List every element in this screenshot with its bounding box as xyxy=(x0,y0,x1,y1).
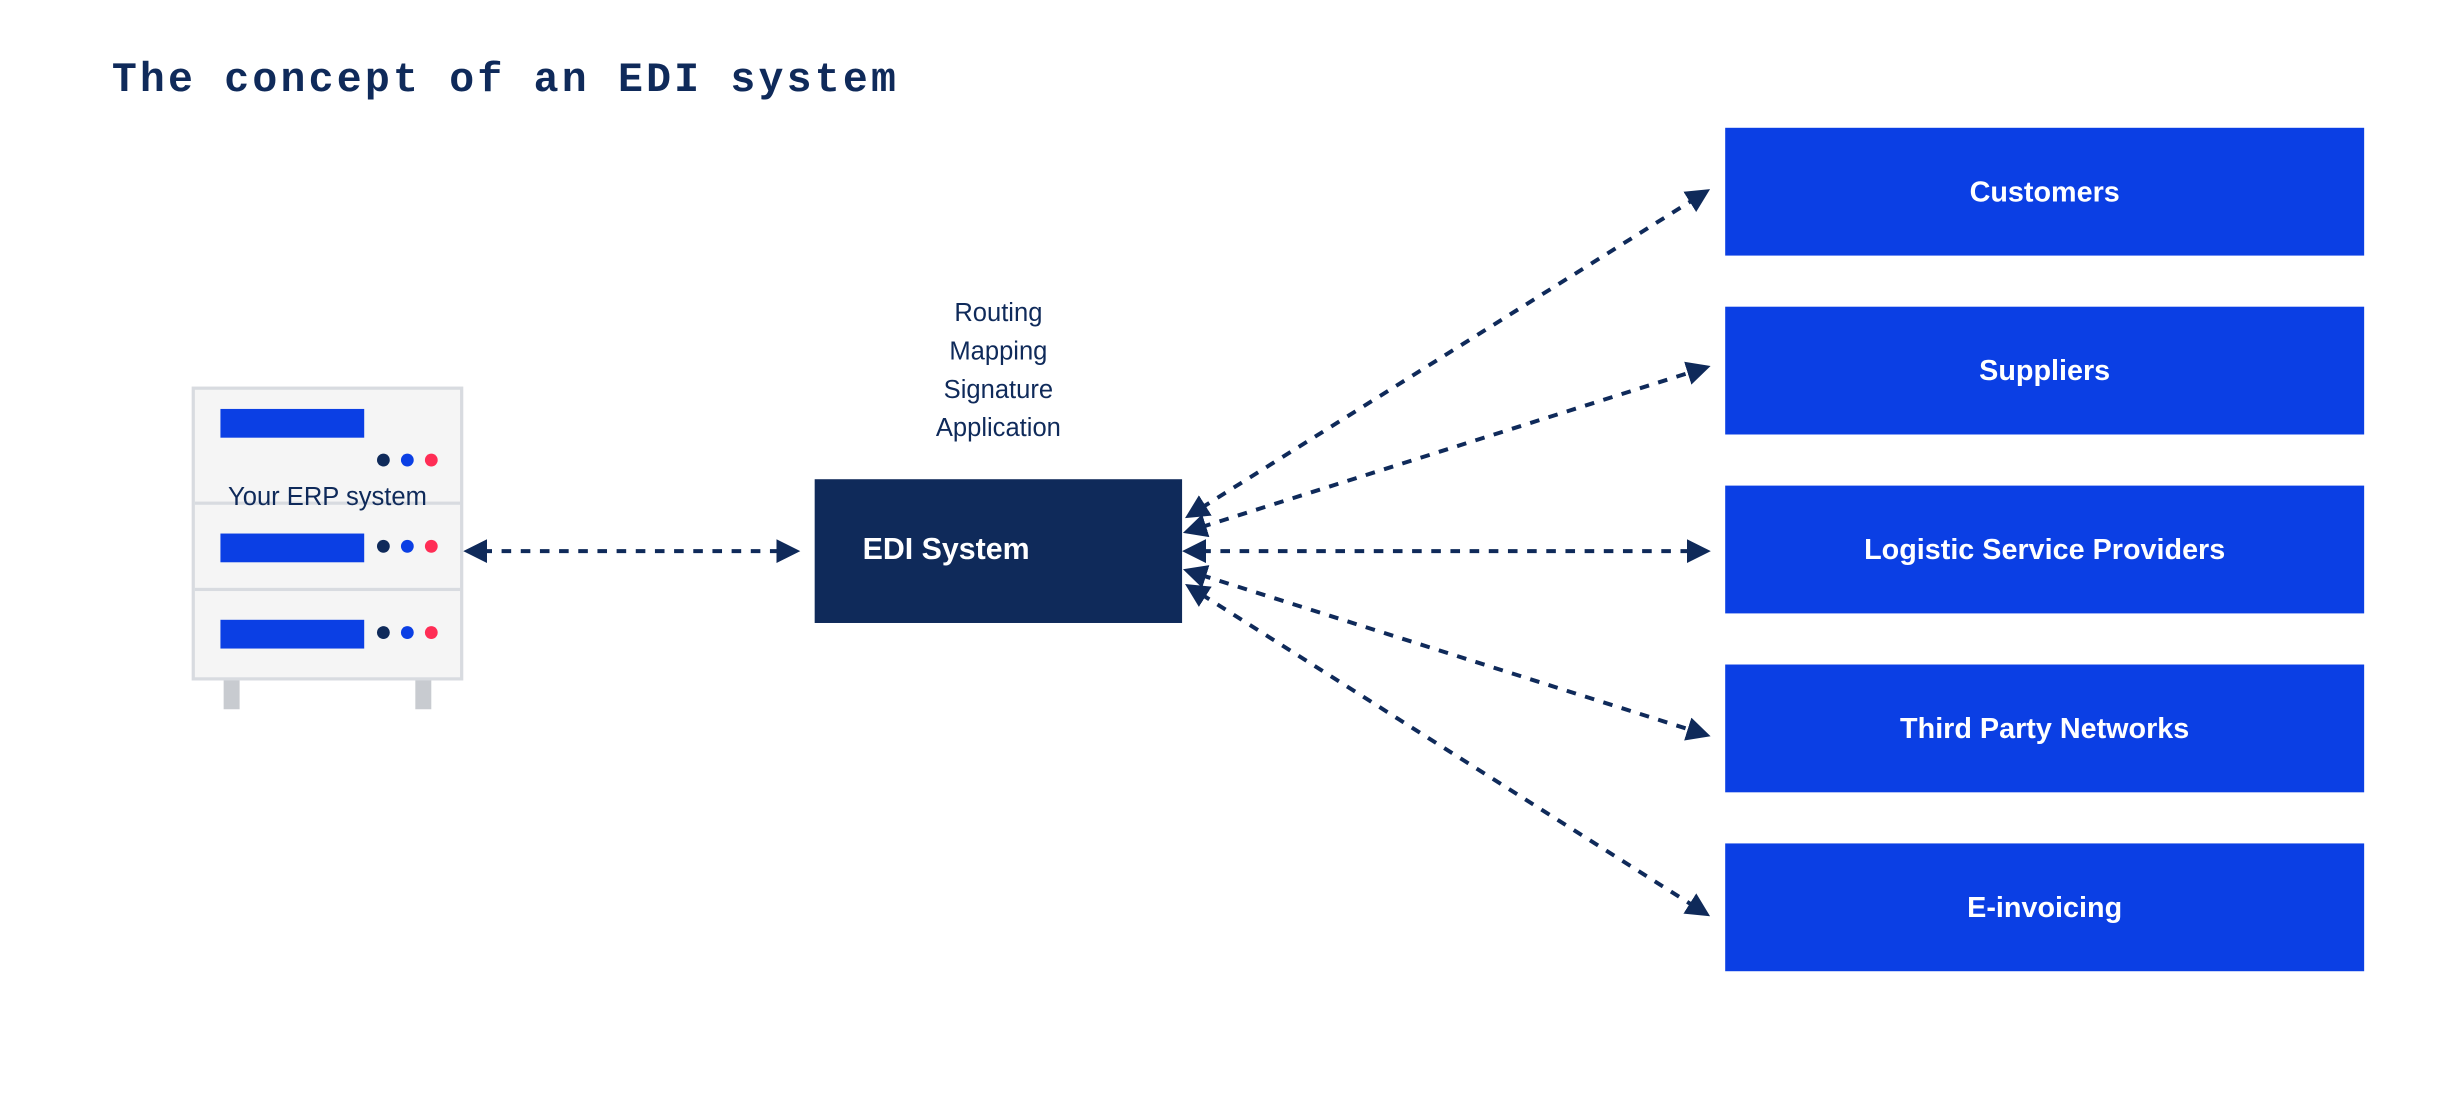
edi-system-node: EDI System xyxy=(815,479,1182,623)
erp-server-icon xyxy=(192,387,464,681)
destination-box: Customers xyxy=(1725,128,2364,256)
destination-box: E-invoicing xyxy=(1725,843,2364,971)
connector-line xyxy=(1201,594,1706,913)
destination-box: Logistic Service Providers xyxy=(1725,486,2364,614)
edi-annotation: RoutingMappingSignatureApplication xyxy=(903,296,1095,449)
destination-box: Third Party Networks xyxy=(1725,665,2364,793)
erp-indicator-dots xyxy=(377,454,438,467)
erp-indicator-bar xyxy=(220,534,364,563)
erp-dot xyxy=(377,540,390,553)
edi-annotation-line: Signature xyxy=(903,372,1095,410)
erp-dot xyxy=(401,540,414,553)
erp-dot xyxy=(401,454,414,467)
erp-dot xyxy=(425,454,438,467)
erp-dot xyxy=(425,626,438,639)
erp-indicator-dots xyxy=(377,626,438,639)
erp-dot xyxy=(377,454,390,467)
connector-line xyxy=(1201,367,1706,527)
connector-line xyxy=(1201,192,1706,508)
destination-box: Suppliers xyxy=(1725,307,2364,435)
erp-dot xyxy=(401,626,414,639)
erp-server-leg xyxy=(415,680,431,709)
erp-label: Your ERP system xyxy=(200,484,456,513)
erp-server-leg xyxy=(224,680,240,709)
erp-indicator-bar xyxy=(220,409,364,438)
destination-label: E-invoicing xyxy=(1967,891,2122,925)
erp-indicator-dots xyxy=(377,540,438,553)
edi-annotation-line: Application xyxy=(903,411,1095,449)
connector-line xyxy=(1201,575,1706,735)
destination-label: Logistic Service Providers xyxy=(1864,533,2225,567)
erp-indicator-bar xyxy=(220,620,364,649)
erp-dot xyxy=(425,540,438,553)
erp-dot xyxy=(377,626,390,639)
erp-server-row xyxy=(195,588,460,674)
destination-label: Third Party Networks xyxy=(1900,712,2189,746)
erp-server-body xyxy=(192,387,464,681)
edi-annotation-line: Mapping xyxy=(903,334,1095,372)
destination-label: Customers xyxy=(1970,175,2120,209)
diagram-canvas: The concept of an EDI system xyxy=(0,0,2460,1105)
destination-label: Suppliers xyxy=(1979,354,2110,388)
edi-system-label: EDI System xyxy=(863,534,1030,569)
edi-annotation-line: Routing xyxy=(903,296,1095,334)
erp-server-row xyxy=(195,502,460,588)
diagram-title: The concept of an EDI system xyxy=(112,56,899,104)
